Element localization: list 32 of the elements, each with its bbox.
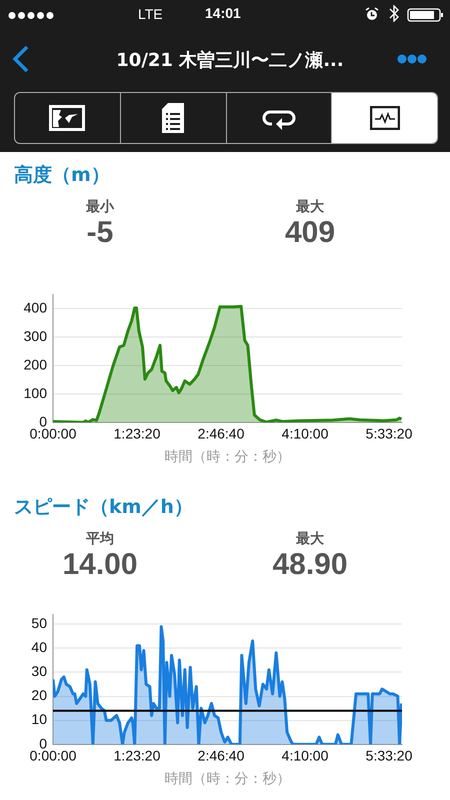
y-tick-label: 100: [24, 384, 48, 401]
text: LTE: [138, 6, 163, 22]
text: 409: [284, 216, 336, 250]
y-tick-label: 10: [31, 711, 48, 728]
y-tick-label: 20: [31, 687, 48, 704]
text: 最大: [295, 530, 325, 548]
x-tick-label: 1:23:20: [114, 426, 161, 442]
text: 平均: [85, 530, 115, 548]
y-tick-label: 400: [24, 299, 48, 316]
x-axis-title: 時間（時：分：秒）: [164, 449, 290, 466]
text: 14:01: [205, 5, 241, 21]
x-tick-label: 5:33:20: [366, 426, 413, 442]
y-tick-label: 50: [31, 614, 48, 631]
text: -5: [86, 216, 114, 250]
chart-title: 高度（m）: [14, 163, 110, 188]
x-tick-label: 2:46:40: [198, 748, 245, 764]
text: 最大: [295, 198, 325, 216]
x-tick-label: 1:23:20: [114, 748, 161, 764]
x-tick-label: 4:10:00: [282, 748, 329, 764]
text: 48.90: [271, 548, 349, 582]
text: 10/21 木曽三川〜二ノ瀬...: [115, 49, 345, 72]
y-tick-label: 300: [24, 328, 48, 344]
text: 最小: [85, 198, 116, 216]
x-tick-label: 2:46:40: [198, 426, 245, 442]
x-axis-title: 時間（時：分：秒）: [164, 771, 290, 788]
y-tick-label: 40: [31, 638, 48, 655]
y-tick-label: 200: [24, 356, 48, 372]
x-tick-label: 5:33:20: [366, 748, 413, 764]
text: 14.00: [61, 548, 139, 582]
y-tick-label: 30: [31, 663, 48, 680]
x-tick-label: 4:10:00: [282, 426, 329, 442]
chart-title: スピード（km／h）: [14, 495, 193, 520]
